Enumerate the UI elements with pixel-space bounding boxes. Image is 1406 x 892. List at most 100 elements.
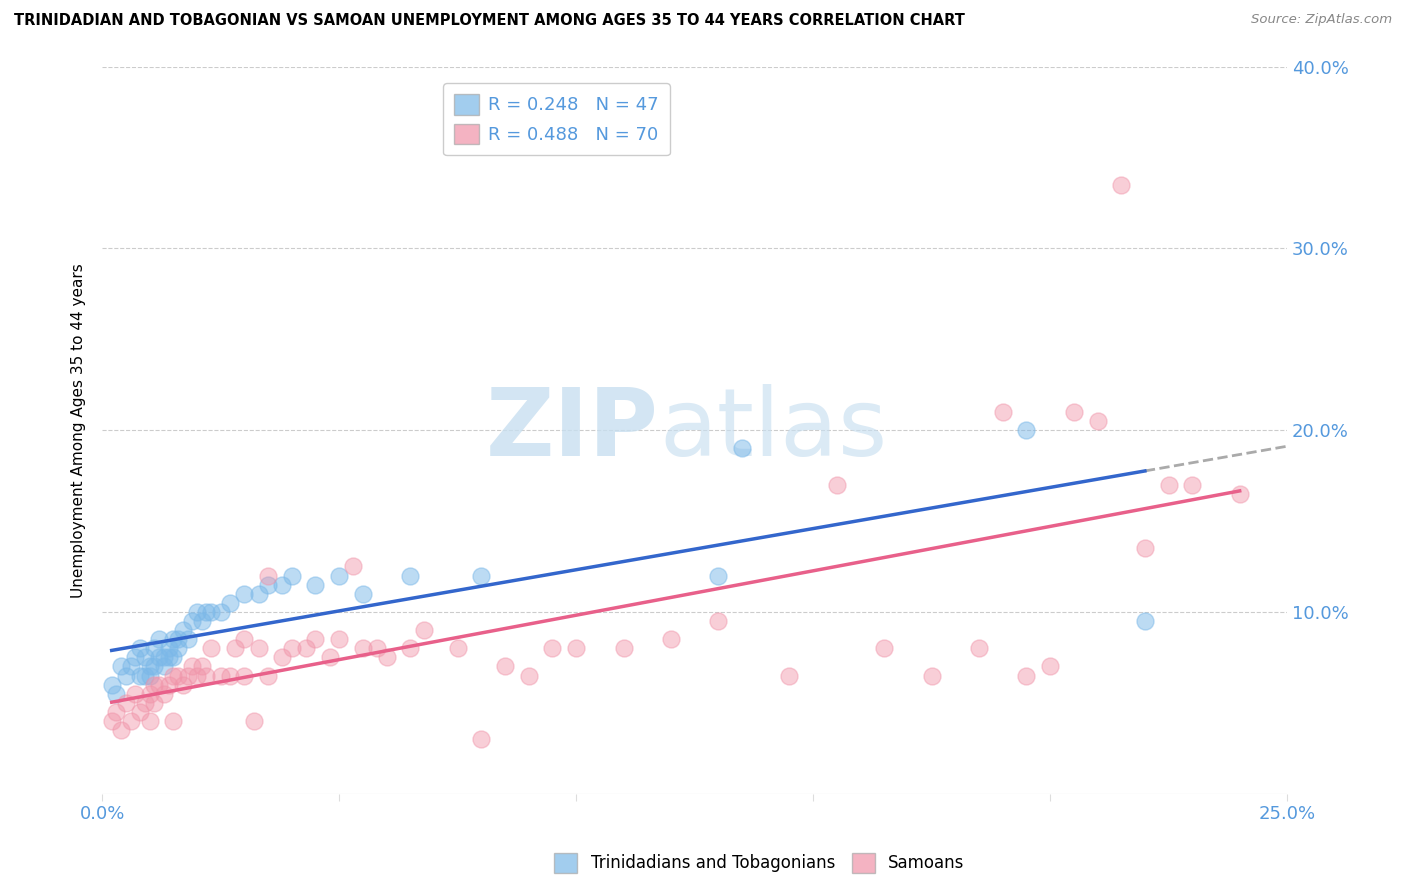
Point bbox=[233, 587, 256, 601]
Point bbox=[157, 650, 180, 665]
Point bbox=[1039, 659, 1062, 673]
Point bbox=[219, 668, 242, 682]
Point bbox=[470, 732, 492, 747]
Point bbox=[399, 641, 422, 656]
Point bbox=[162, 714, 184, 728]
Point bbox=[162, 632, 184, 647]
Point bbox=[1087, 414, 1109, 428]
Point bbox=[328, 568, 350, 582]
Point bbox=[115, 696, 138, 710]
Point bbox=[921, 668, 943, 682]
Point bbox=[209, 605, 232, 619]
Point bbox=[167, 632, 190, 647]
Point bbox=[447, 641, 470, 656]
Point bbox=[304, 577, 326, 591]
Point bbox=[1063, 405, 1085, 419]
Point bbox=[731, 442, 754, 456]
Point bbox=[209, 668, 232, 682]
Point bbox=[825, 477, 848, 491]
Text: ZIP: ZIP bbox=[486, 384, 659, 476]
Point bbox=[143, 641, 166, 656]
Point bbox=[659, 632, 682, 647]
Point bbox=[271, 650, 294, 665]
Point bbox=[138, 687, 160, 701]
Point bbox=[1015, 423, 1038, 437]
Point bbox=[138, 668, 160, 682]
Point bbox=[375, 650, 398, 665]
Point bbox=[328, 632, 350, 647]
Point bbox=[342, 559, 364, 574]
Point bbox=[186, 668, 208, 682]
Point bbox=[148, 632, 170, 647]
Point bbox=[195, 668, 218, 682]
Point bbox=[1181, 477, 1204, 491]
Point bbox=[134, 668, 156, 682]
Point bbox=[1015, 668, 1038, 682]
Point bbox=[233, 632, 256, 647]
Point bbox=[224, 641, 246, 656]
Point bbox=[967, 641, 990, 656]
Point bbox=[143, 696, 166, 710]
Point bbox=[153, 687, 176, 701]
Text: atlas: atlas bbox=[659, 384, 887, 476]
Point bbox=[1109, 178, 1132, 192]
Point bbox=[167, 641, 190, 656]
Point bbox=[172, 678, 194, 692]
Point bbox=[281, 568, 304, 582]
Point bbox=[124, 687, 146, 701]
Point bbox=[1133, 541, 1156, 556]
Point bbox=[120, 659, 142, 673]
Point bbox=[129, 668, 152, 682]
Point bbox=[1133, 614, 1156, 628]
Text: TRINIDADIAN AND TOBAGONIAN VS SAMOAN UNEMPLOYMENT AMONG AGES 35 TO 44 YEARS CORR: TRINIDADIAN AND TOBAGONIAN VS SAMOAN UNE… bbox=[14, 13, 965, 29]
Point bbox=[195, 605, 218, 619]
Point bbox=[470, 568, 492, 582]
Point bbox=[707, 614, 730, 628]
Point bbox=[190, 614, 212, 628]
Point bbox=[271, 577, 294, 591]
Point bbox=[304, 632, 326, 647]
Point bbox=[352, 641, 374, 656]
Point bbox=[138, 714, 160, 728]
Point bbox=[873, 641, 896, 656]
Point bbox=[565, 641, 588, 656]
Point bbox=[124, 650, 146, 665]
Point bbox=[541, 641, 564, 656]
Point bbox=[247, 641, 270, 656]
Point bbox=[148, 650, 170, 665]
Point bbox=[319, 650, 342, 665]
Point bbox=[281, 641, 304, 656]
Point bbox=[153, 650, 176, 665]
Point bbox=[219, 596, 242, 610]
Point bbox=[167, 668, 190, 682]
Point bbox=[110, 723, 132, 737]
Point bbox=[517, 668, 540, 682]
Point bbox=[157, 678, 180, 692]
Point bbox=[181, 659, 204, 673]
Point bbox=[1229, 487, 1251, 501]
Point bbox=[100, 678, 122, 692]
Point bbox=[172, 623, 194, 637]
Point bbox=[190, 659, 212, 673]
Point bbox=[778, 668, 800, 682]
Point bbox=[100, 714, 122, 728]
Point bbox=[707, 568, 730, 582]
Point bbox=[157, 641, 180, 656]
Point bbox=[120, 714, 142, 728]
Point bbox=[181, 614, 204, 628]
Point bbox=[257, 577, 280, 591]
Point bbox=[991, 405, 1014, 419]
Point bbox=[257, 668, 280, 682]
Point bbox=[612, 641, 634, 656]
Point bbox=[148, 678, 170, 692]
Point bbox=[200, 641, 222, 656]
Point bbox=[153, 659, 176, 673]
Point bbox=[134, 650, 156, 665]
Legend: R = 0.248   N = 47, R = 0.488   N = 70: R = 0.248 N = 47, R = 0.488 N = 70 bbox=[443, 83, 669, 155]
Point bbox=[366, 641, 388, 656]
Point bbox=[233, 668, 256, 682]
Point bbox=[162, 650, 184, 665]
Point bbox=[176, 632, 198, 647]
Point bbox=[295, 641, 318, 656]
Point bbox=[352, 587, 374, 601]
